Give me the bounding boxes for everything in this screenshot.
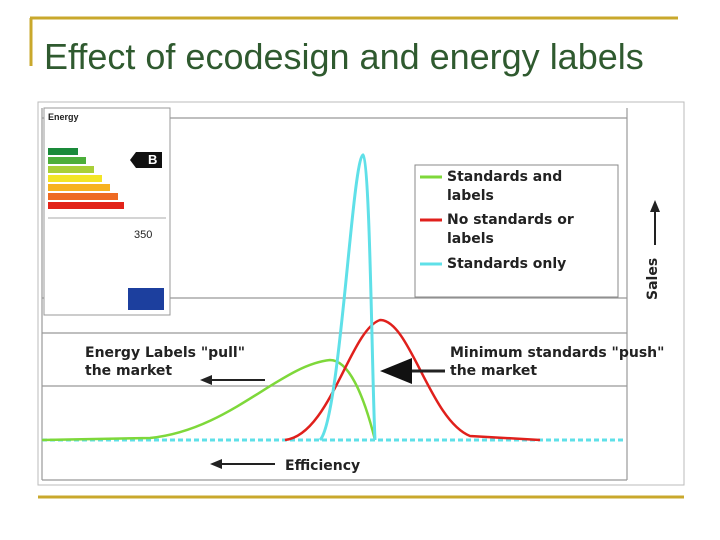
x-axis-label: Efficiency (285, 458, 360, 474)
energy-label-frame (43, 107, 171, 316)
energy-label-heading: Energy (48, 112, 79, 122)
legend: Standards and labels No standards or labels… (420, 169, 574, 272)
push-arrow-head (380, 358, 412, 384)
curve-standards-labels (41, 358, 377, 442)
energy-label: Energy B 350 (43, 107, 171, 316)
push-label: Minimum standards "push" the market (450, 345, 664, 379)
slide-title: Effect of ecodesign and energy labels (44, 36, 644, 77)
legend-label: Standards and labels (447, 169, 562, 204)
energy-consumption: 350 (134, 229, 152, 241)
pull-label-1: Energy Labels "pull" the market (85, 345, 245, 379)
energy-bars (48, 148, 124, 209)
curve-no-standards (284, 318, 541, 442)
class-arrow (130, 152, 162, 168)
pull-arrow-head (200, 375, 212, 385)
legend-box (414, 164, 619, 298)
legend-label: No standards or labels (447, 212, 574, 247)
y-axis-label: Sales (645, 258, 661, 300)
y-axis-arrow-head (650, 200, 660, 212)
curve-standards-only (318, 153, 377, 442)
legend-label: Standards only (447, 256, 566, 272)
x-axis-arrow-head (210, 459, 222, 469)
energy-class: B (148, 152, 157, 167)
eu-flag (128, 288, 164, 310)
